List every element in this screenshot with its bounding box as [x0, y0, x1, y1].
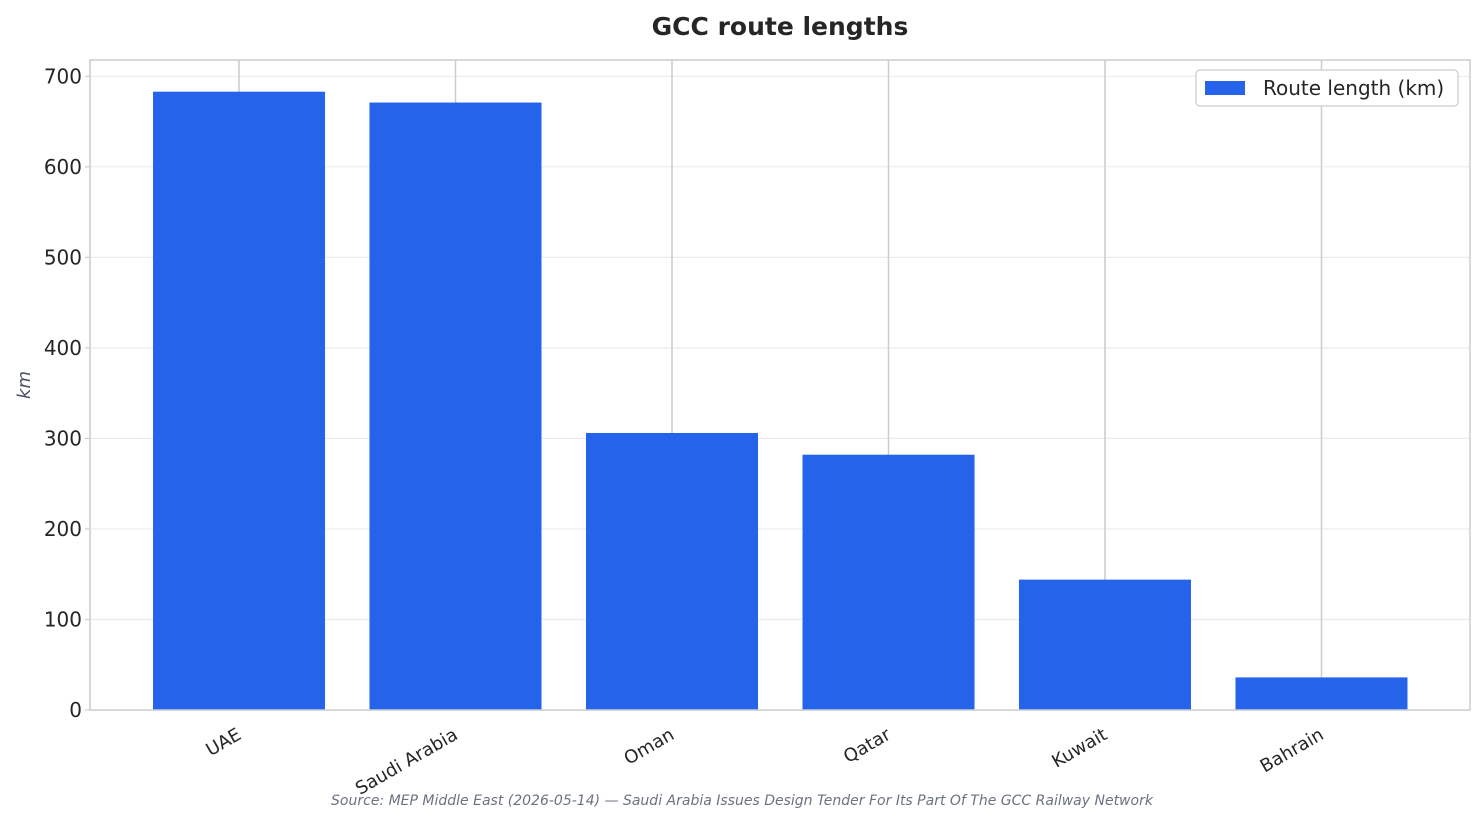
- bar-qatar: [802, 454, 975, 710]
- y-tick-label: 100: [44, 607, 82, 631]
- plot-frame: [89, 59, 1471, 711]
- y-tick-label: 200: [44, 517, 82, 541]
- y-axis-label: km: [14, 371, 35, 399]
- legend-swatch: [1205, 81, 1245, 95]
- y-tick-label: 0: [69, 698, 82, 722]
- y-tick-label: 600: [44, 155, 82, 179]
- source-note: Source: MEP Middle East (2026-05-14) — S…: [331, 793, 1154, 809]
- bar-bahrain: [1235, 677, 1408, 710]
- y-tick-label: 400: [44, 336, 82, 360]
- bar-uae: [153, 91, 325, 710]
- bars: [153, 91, 1408, 710]
- y-axis-ticks: 0 100 200 300 400 500 600 700: [44, 64, 90, 722]
- chart-title: GCC route lengths: [652, 12, 909, 41]
- bar-kuwait: [1019, 579, 1191, 710]
- legend: Route length (km): [1195, 69, 1459, 107]
- y-tick-label: 300: [44, 426, 82, 450]
- legend-box: [1195, 69, 1459, 107]
- y-tick-label: 500: [44, 245, 82, 269]
- bar-oman: [586, 432, 758, 710]
- legend-label: Route length (km): [1263, 76, 1444, 100]
- y-tick-label: 700: [44, 64, 82, 88]
- bar-saudi-arabia: [369, 102, 542, 710]
